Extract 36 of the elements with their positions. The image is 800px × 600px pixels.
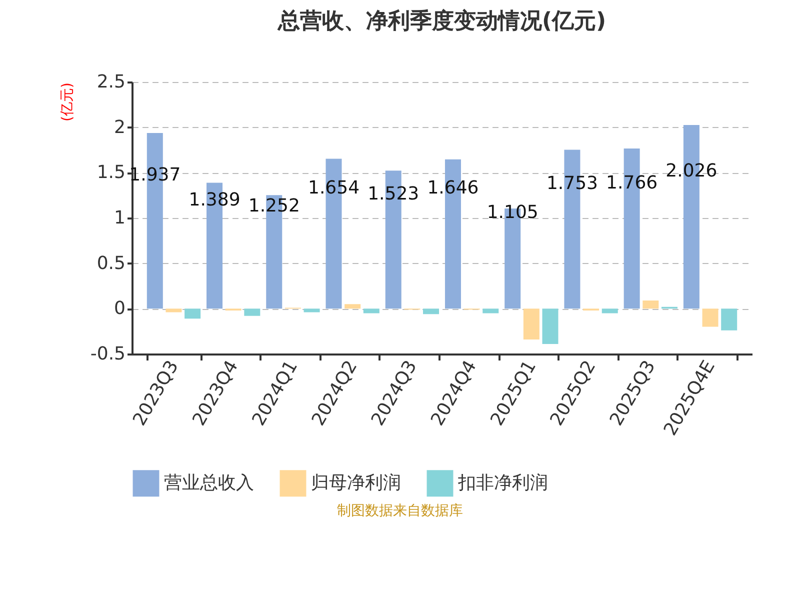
bar (244, 308, 260, 316)
legend-label: 扣非净利润 (457, 472, 548, 494)
bar (166, 308, 182, 312)
bar (304, 308, 320, 312)
bar (602, 308, 618, 314)
bar (721, 308, 738, 330)
data-label: 2.026 (666, 160, 718, 182)
y-tick-label: 0.5 (96, 252, 126, 274)
y-tick-label: 0 (114, 298, 126, 320)
data-label: 1.766 (606, 172, 658, 194)
bar (642, 300, 659, 309)
legend-label: 归母净利润 (311, 472, 401, 494)
data-label: 1.252 (248, 196, 300, 217)
data-label: 1.389 (188, 189, 240, 210)
chart-title: 总营收、净利季度变动情况(亿元) (276, 8, 606, 34)
data-label: 1.753 (546, 172, 598, 194)
bar (523, 308, 540, 340)
bar (702, 308, 718, 327)
bar (482, 308, 499, 314)
data-label: 1.523 (368, 183, 420, 204)
y-tick-label: -0.5 (90, 344, 126, 364)
y-tick-label: 2 (114, 116, 126, 138)
text: 制图数据来自数据库 (336, 502, 464, 520)
y-axis-title: (亿元) (60, 82, 76, 122)
y-tick-label: 1.5 (96, 162, 126, 184)
bar (184, 308, 201, 319)
data-label: 1.646 (427, 178, 479, 199)
y-tick-label: 1 (114, 208, 126, 228)
bar (344, 304, 361, 309)
y-tick-label: 2.5 (96, 72, 126, 92)
legend-label: 营业总收入 (164, 472, 254, 494)
bar (363, 308, 380, 314)
bar (423, 308, 440, 314)
data-label: 1.654 (308, 177, 360, 198)
bar (542, 308, 558, 344)
data-label: 1.105 (486, 202, 538, 224)
